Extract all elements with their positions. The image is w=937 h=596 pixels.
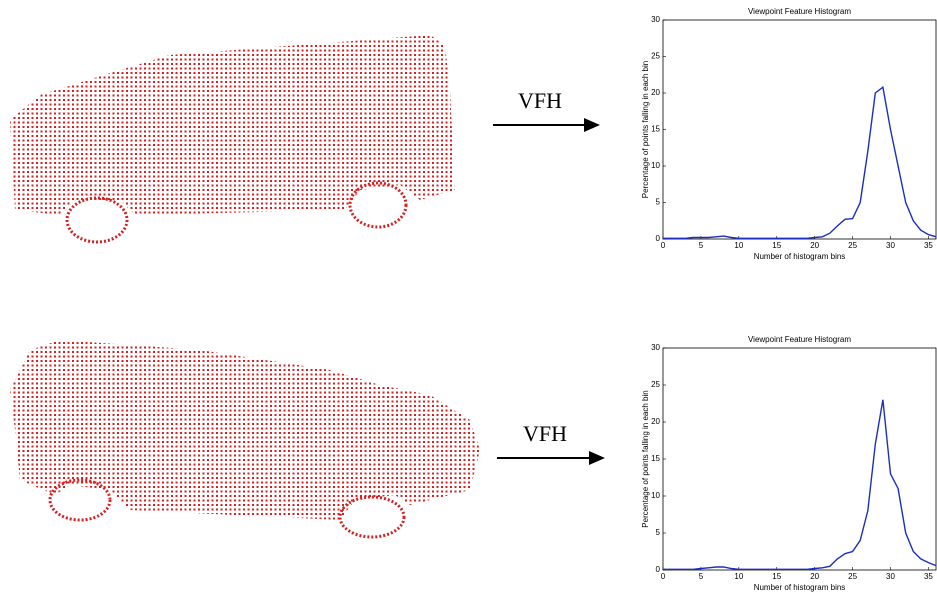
y-tick-label: 20 (651, 417, 660, 426)
x-tick-label: 30 (886, 241, 895, 250)
x-tick-label: 5 (699, 241, 704, 250)
arrow-label: VFH (523, 421, 567, 446)
x-tick-label: 10 (734, 241, 743, 250)
data-line (663, 87, 936, 238)
y-axis-label: Percentage of points falling in each bin (641, 61, 650, 198)
x-tick-label: 0 (661, 572, 666, 581)
x-tick-label: 20 (810, 572, 819, 581)
x-tick-label: 35 (924, 572, 933, 581)
page: VFH VFH Viewpoint Feature Histogram Numbe… (0, 0, 937, 596)
y-tick-label: 30 (651, 343, 660, 352)
x-tick-label: 5 (699, 572, 704, 581)
arrow-label: VFH (518, 88, 562, 113)
x-tick-label: 30 (886, 572, 895, 581)
y-tick-label: 20 (651, 88, 660, 97)
y-tick-label: 5 (656, 198, 661, 207)
plot-frame (663, 20, 936, 239)
y-tick-label: 10 (651, 491, 660, 500)
chart-title: Viewpoint Feature Histogram (748, 7, 851, 16)
y-tick-label: 15 (651, 454, 660, 463)
plot-frame (663, 348, 936, 570)
y-tick-label: 25 (651, 52, 660, 61)
data-line (663, 400, 936, 570)
x-tick-label: 15 (772, 241, 781, 250)
x-tick-label: 15 (772, 572, 781, 581)
x-tick-label: 20 (810, 241, 819, 250)
arrow-2: VFH (497, 421, 605, 465)
chart-title: Viewpoint Feature Histogram (748, 335, 851, 344)
car-point-cloud-1 (10, 35, 455, 242)
x-tick-label: 10 (734, 572, 743, 581)
figure: VFH VFH Viewpoint Feature Histogram Numbe… (0, 0, 937, 596)
x-tick-label: 25 (848, 241, 857, 250)
x-tick-label: 25 (848, 572, 857, 581)
x-tick-label: 35 (924, 241, 933, 250)
y-tick-label: 10 (651, 161, 660, 170)
arrow-1: VFH (493, 88, 600, 132)
x-tick-label: 0 (661, 241, 666, 250)
y-tick-label: 25 (651, 380, 660, 389)
y-tick-label: 5 (656, 528, 661, 537)
x-axis-label: Number of histogram bins (754, 252, 846, 261)
car-point-cloud-2 (10, 340, 480, 537)
x-axis-label: Number of histogram bins (754, 583, 846, 592)
y-tick-label: 15 (651, 125, 660, 134)
y-tick-label: 30 (651, 15, 660, 24)
y-axis-label: Percentage of points falling in each bin (641, 390, 650, 527)
